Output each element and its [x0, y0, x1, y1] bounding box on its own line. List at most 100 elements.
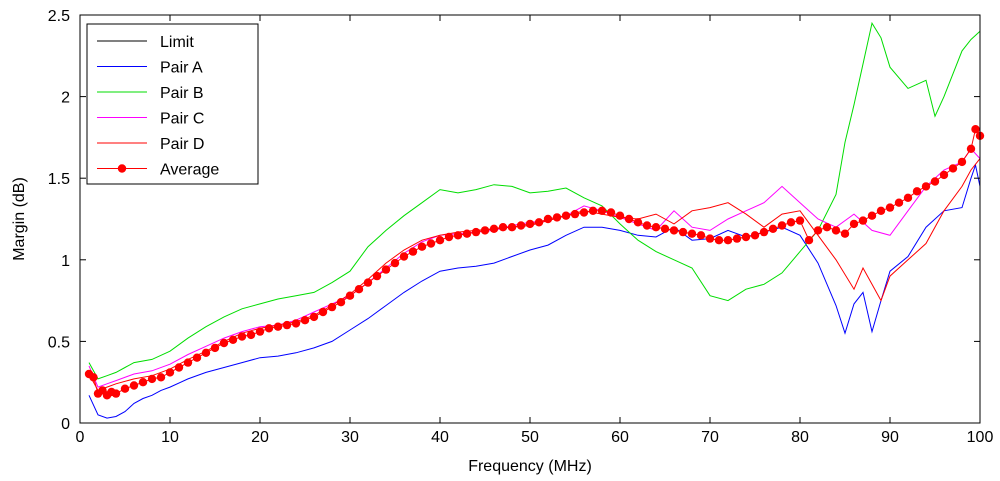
average-point — [723, 236, 733, 245]
legend-label: Pair B — [160, 85, 204, 102]
average-point — [381, 265, 391, 274]
legend-box — [86, 23, 259, 185]
average-point — [201, 348, 211, 357]
average-point — [624, 214, 634, 224]
legend-label: Pair C — [160, 111, 204, 128]
average-point — [525, 219, 535, 229]
average-point — [435, 236, 445, 245]
average-point — [885, 203, 895, 212]
average-point — [480, 226, 490, 235]
x-tick-label: 30 — [341, 429, 359, 446]
average-point — [966, 144, 976, 153]
average-point — [147, 374, 157, 384]
average-point — [489, 224, 499, 233]
average-point — [264, 324, 274, 333]
average-point — [354, 285, 364, 294]
average-point — [156, 373, 166, 382]
average-point — [606, 208, 616, 217]
average-point — [858, 216, 868, 225]
average-point — [282, 320, 292, 330]
average-point — [138, 378, 148, 387]
legend-label: Limit — [160, 34, 194, 51]
average-point — [444, 232, 454, 242]
average-point — [957, 157, 967, 167]
average-point — [912, 187, 922, 196]
average-point — [732, 234, 742, 243]
y-tick-label: 0 — [61, 416, 70, 433]
average-point — [372, 271, 382, 281]
y-tick-label: 2.5 — [48, 8, 70, 25]
legend: Limit Pair A Pair B Pair C Pair D Average — [86, 23, 259, 185]
average-point — [255, 327, 265, 336]
average-point — [327, 302, 337, 312]
x-tick-label: 40 — [431, 429, 449, 446]
average-point — [183, 358, 193, 367]
average-point — [507, 223, 517, 232]
average-point — [588, 206, 598, 215]
average-point — [669, 226, 679, 235]
y-tick-label: 1.5 — [48, 171, 70, 188]
average-point — [309, 312, 319, 322]
y-tick-label: 1 — [61, 253, 70, 270]
average-point — [921, 182, 931, 191]
average-point — [705, 234, 715, 243]
average-point — [948, 164, 958, 173]
average-point — [894, 198, 904, 207]
y-tick-label: 0.5 — [48, 334, 70, 351]
x-tick-label: 10 — [161, 429, 179, 446]
average-point — [759, 227, 769, 237]
average-point — [462, 229, 472, 238]
average-point — [930, 177, 940, 186]
average-point — [273, 322, 283, 331]
average-point — [89, 373, 98, 382]
x-tick-label: 20 — [251, 429, 269, 446]
legend-label: Average — [160, 162, 219, 179]
average-point — [516, 221, 526, 230]
average-point — [849, 219, 859, 229]
average-point — [534, 218, 544, 227]
series-line-pair-b — [88, 21, 981, 380]
average-point — [777, 221, 787, 230]
average-point — [471, 227, 481, 237]
average-point — [786, 218, 796, 227]
y-tick-label: 2 — [61, 90, 70, 107]
average-point — [120, 384, 130, 393]
legend-label: Pair A — [160, 60, 203, 77]
average-point — [237, 332, 247, 341]
average-point — [678, 227, 688, 237]
average-point — [876, 206, 886, 215]
average-point — [633, 218, 643, 227]
legend-label: Pair D — [160, 136, 204, 153]
x-tick-label: 90 — [881, 429, 899, 446]
average-point — [903, 193, 913, 202]
average-point — [696, 231, 706, 240]
average-point — [174, 363, 184, 372]
average-point — [822, 223, 832, 232]
average-point — [615, 211, 625, 220]
average-point — [192, 353, 202, 362]
average-point — [831, 226, 841, 235]
average-point — [813, 226, 823, 235]
average-point — [417, 242, 427, 251]
average-point — [345, 291, 355, 300]
average-point — [399, 252, 409, 261]
average-point — [543, 214, 553, 224]
y-axis-title: Margin (dB) — [11, 177, 28, 261]
average-point — [570, 209, 580, 219]
average-point — [426, 239, 436, 248]
average-point — [129, 381, 139, 390]
average-point — [867, 211, 877, 220]
average-point — [291, 319, 301, 328]
average-point — [300, 316, 310, 325]
average-point — [246, 330, 256, 340]
average-point — [408, 247, 418, 256]
average-point — [579, 208, 589, 217]
x-tick-label: 100 — [967, 429, 994, 446]
average-point — [111, 389, 121, 398]
x-tick-label: 50 — [521, 429, 539, 446]
average-point — [642, 221, 652, 230]
x-axis-title: Frequency (MHz) — [468, 458, 592, 475]
average-point — [741, 232, 751, 242]
average-point — [318, 307, 328, 317]
